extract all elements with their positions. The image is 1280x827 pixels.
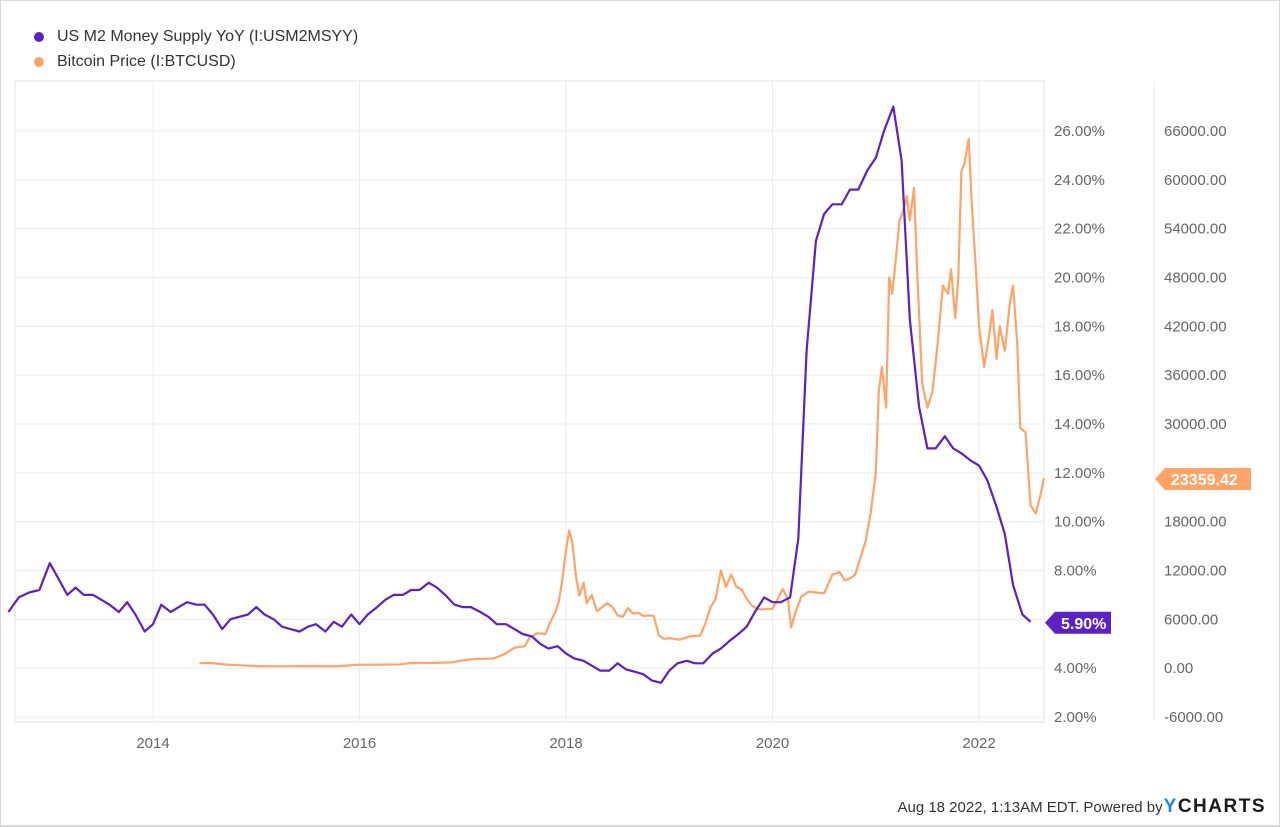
x-tick-label: 2016 [343, 735, 376, 752]
series-lines [7, 105, 1046, 684]
powered-by-text: Powered by [1083, 799, 1163, 816]
m2-last-value-badge: 5.90% [1045, 611, 1111, 634]
y-right-tick-label: 42000.00 [1164, 318, 1227, 335]
legend-dot-icon [34, 31, 44, 42]
x-tick-label: 2022 [962, 735, 995, 752]
y-left-tick-label: 20.00% [1054, 270, 1105, 287]
y-right-tick-label: 54000.00 [1164, 221, 1227, 238]
y-left-tick-label: 12.00% [1054, 465, 1105, 482]
y-left-tick-label: 18.00% [1054, 318, 1105, 335]
y-right-tick-label: 66000.00 [1164, 123, 1227, 140]
y-right-tick-label: 48000.00 [1164, 270, 1227, 287]
x-tick-label: 2014 [136, 735, 169, 752]
footer: Aug 18 2022, 1:13AM EDT. Powered by YCHA… [897, 796, 1266, 818]
btc-price-line[interactable] [199, 138, 1046, 668]
legend-item-btc[interactable]: Bitcoin Price (I:BTCUSD) [32, 49, 358, 74]
x-tick-label: 2018 [549, 735, 582, 752]
legend-item-m2[interactable]: US M2 Money Supply YoY (I:USM2MSYY) [32, 24, 358, 49]
legend-label: US M2 Money Supply YoY (I:USM2MSYY) [57, 27, 359, 45]
legend-label: Bitcoin Price (I:BTCUSD) [57, 52, 236, 70]
y-left-tick-label: 8.00% [1054, 563, 1097, 580]
btc-last-value-badge: 23359.42 [1155, 468, 1251, 491]
gridlines [14, 80, 1155, 723]
svg-text:5.90%: 5.90% [1061, 616, 1106, 633]
x-tick-label: 2020 [756, 735, 789, 752]
timestamp: Aug 18 2022, 1:13AM EDT. [897, 799, 1080, 816]
y-right-tick-label: 6000.00 [1164, 611, 1218, 628]
y-right-tick-label: 0.00 [1164, 660, 1193, 677]
ycharts-logo[interactable]: YCHARTS [1163, 796, 1266, 817]
y-right-tick-label: 36000.00 [1164, 367, 1227, 384]
y-right-tick-label: -6000.00 [1164, 709, 1223, 726]
axis-labels: 2014 2016 2018 2020 2022 26.00% 24.00% 22.00% 20… [136, 123, 1226, 752]
legend: US M2 Money Supply YoY (I:USM2MSYY) Bitc… [32, 24, 358, 74]
legend-dot-icon [34, 56, 44, 67]
y-right-tick-label: 12000.00 [1164, 563, 1227, 580]
y-left-tick-label: 14.00% [1054, 416, 1105, 433]
y-left-tick-label: 22.00% [1054, 221, 1105, 238]
y-left-tick-label: 4.00% [1054, 660, 1097, 677]
y-right-tick-label: 60000.00 [1164, 172, 1227, 189]
m2-yoy-line[interactable] [7, 105, 1032, 684]
svg-text:23359.42: 23359.42 [1171, 472, 1238, 489]
last-value-badges: 5.90% 23359.42 [1045, 468, 1251, 634]
y-left-tick-label: 24.00% [1054, 172, 1105, 189]
y-right-tick-label: 18000.00 [1164, 514, 1227, 531]
y-right-tick-label: 30000.00 [1164, 416, 1227, 433]
y-left-tick-label: 16.00% [1054, 367, 1105, 384]
y-left-tick-label: 2.00% [1054, 709, 1097, 726]
y-left-tick-label: 10.00% [1054, 514, 1105, 531]
y-left-tick-label: 26.00% [1054, 123, 1105, 140]
